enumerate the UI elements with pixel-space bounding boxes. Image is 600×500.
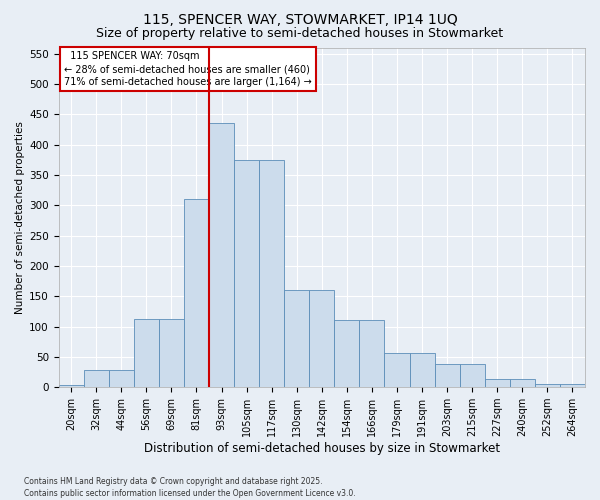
- Text: 115, SPENCER WAY, STOWMARKET, IP14 1UQ: 115, SPENCER WAY, STOWMARKET, IP14 1UQ: [143, 12, 457, 26]
- Bar: [234, 160, 259, 387]
- Bar: [184, 199, 209, 387]
- Bar: [385, 352, 410, 387]
- Text: Contains HM Land Registry data © Crown copyright and database right 2025.
Contai: Contains HM Land Registry data © Crown c…: [24, 476, 356, 498]
- Bar: [510, 380, 535, 387]
- Bar: [109, 370, 134, 387]
- Text: Size of property relative to semi-detached houses in Stowmarket: Size of property relative to semi-detach…: [97, 28, 503, 40]
- Bar: [284, 290, 309, 387]
- Bar: [560, 384, 585, 387]
- Bar: [259, 160, 284, 387]
- Y-axis label: Number of semi-detached properties: Number of semi-detached properties: [15, 121, 25, 314]
- Bar: [309, 290, 334, 387]
- Bar: [209, 124, 234, 387]
- Bar: [410, 352, 434, 387]
- X-axis label: Distribution of semi-detached houses by size in Stowmarket: Distribution of semi-detached houses by …: [144, 442, 500, 455]
- Bar: [334, 320, 359, 387]
- Bar: [59, 386, 84, 387]
- Bar: [485, 380, 510, 387]
- Bar: [159, 318, 184, 387]
- Bar: [434, 364, 460, 387]
- Bar: [134, 318, 159, 387]
- Bar: [84, 370, 109, 387]
- Text: 115 SPENCER WAY: 70sqm
← 28% of semi-detached houses are smaller (460)
71% of se: 115 SPENCER WAY: 70sqm ← 28% of semi-det…: [64, 51, 311, 88]
- Bar: [359, 320, 385, 387]
- Bar: [535, 384, 560, 387]
- Bar: [460, 364, 485, 387]
